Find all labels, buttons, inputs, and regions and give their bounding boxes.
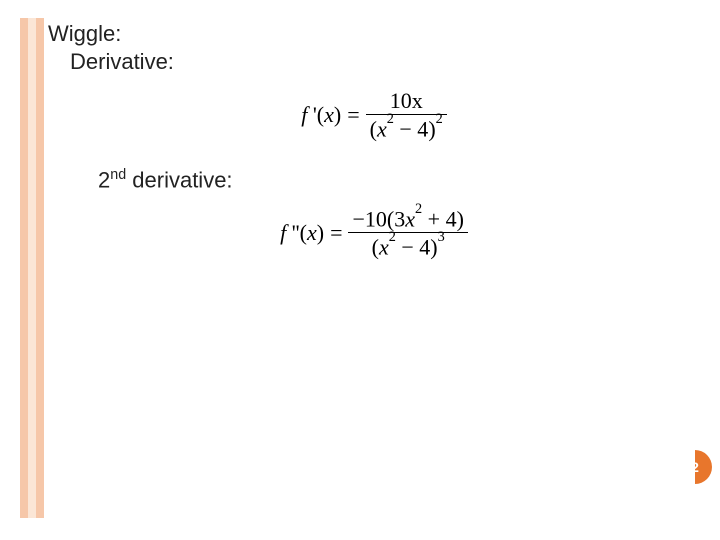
math-sym: x: [307, 220, 317, 245]
math-sym: 3: [394, 206, 405, 231]
text: 2: [98, 167, 110, 192]
math-sym: − 4: [394, 116, 428, 141]
math-sym: (: [300, 220, 307, 245]
heading-second-derivative: 2nd derivative:: [98, 167, 700, 193]
math-sym: 2: [387, 111, 394, 127]
content-region: Wiggle: Derivative: f '(x) = 10x (x2 − 4…: [48, 20, 700, 273]
math-sym: x: [324, 102, 334, 127]
math-sym: ): [457, 206, 464, 231]
slide: Wiggle: Derivative: f '(x) = 10x (x2 − 4…: [0, 0, 720, 540]
math-sym: (: [372, 235, 379, 260]
heading-derivative: Derivative:: [70, 48, 700, 76]
fraction-bar: [366, 114, 447, 115]
math-sym: ): [428, 116, 435, 141]
math-sym: 3: [438, 229, 445, 245]
math-sym: ): [317, 220, 324, 245]
text: nd: [110, 167, 126, 183]
math-sym: (: [370, 116, 377, 141]
math-sym: '': [286, 220, 299, 245]
page-number-badge: 2: [678, 450, 712, 484]
math-sym: ': [307, 102, 316, 127]
accent-stripe: [28, 18, 36, 518]
equals-sign: =: [347, 102, 359, 128]
fraction: 10x (x2 − 4)2: [366, 89, 447, 141]
first-derivative-formula: f '(x) = 10x (x2 − 4)2: [48, 89, 700, 141]
math-sym: 2: [415, 201, 422, 217]
second-derivative-formula: f ''(x) = −10(3x2 + 4) (x2 − 4)3: [48, 207, 700, 259]
text: derivative:: [126, 167, 232, 192]
math-sym: x: [405, 206, 415, 231]
math-sym: 2: [389, 229, 396, 245]
math-sym: − 4: [396, 235, 430, 260]
fraction: −10(3x2 + 4) (x2 − 4)3: [348, 207, 467, 259]
heading-wiggle: Wiggle:: [48, 20, 700, 48]
fraction-bar: [348, 232, 467, 233]
accent-stripe: [36, 18, 44, 518]
math-sym: 10x: [390, 88, 423, 113]
accent-stripe: [20, 18, 28, 518]
math-sym: 2: [436, 111, 443, 127]
math-sym: ): [334, 102, 341, 127]
math-sym: x: [377, 116, 387, 141]
math-sym: −10: [352, 206, 386, 231]
equals-sign: =: [330, 220, 342, 246]
math-sym: + 4: [422, 206, 456, 231]
math-sym: ): [430, 235, 437, 260]
math-sym: x: [379, 235, 389, 260]
